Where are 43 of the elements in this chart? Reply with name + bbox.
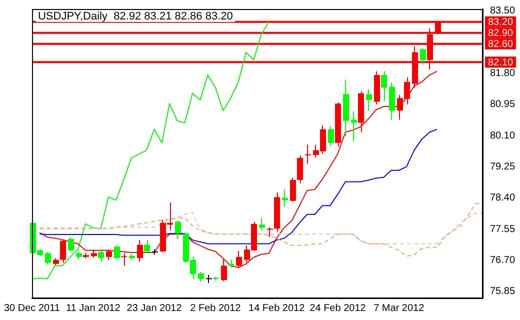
x-tick-label: 2 Feb 2012	[190, 302, 242, 314]
candlestick	[420, 48, 426, 66]
candlestick	[381, 70, 387, 102]
candlestick	[259, 218, 265, 232]
candlestick	[297, 155, 303, 184]
ref-line-label: 82.10	[488, 57, 514, 68]
candlestick	[137, 240, 143, 262]
ref-line-label: 83.20	[488, 17, 514, 28]
candlestick	[328, 126, 334, 146]
candlestick	[98, 250, 104, 262]
candlestick	[144, 240, 150, 254]
candlestick	[114, 245, 120, 260]
y-tick-label: 75.85	[490, 286, 516, 298]
candlestick	[198, 271, 204, 282]
candlestick	[282, 188, 288, 208]
y-tick-label: 80.95	[490, 99, 516, 110]
y-tick-label: 83.50	[490, 6, 516, 17]
candlestick	[267, 226, 273, 238]
candlestick	[175, 220, 181, 240]
ref-line-label: 82.90	[488, 28, 514, 40]
y-tick-label: 78.40	[490, 192, 516, 204]
candlestick	[389, 82, 395, 120]
y-tick-label: 77.55	[490, 224, 516, 235]
chart-title: USDJPY,Daily 82.92 83.21 82.86 83.20	[38, 10, 233, 23]
x-tick-label: 7 Mar 2012	[374, 302, 425, 314]
x-tick-label: 30 Dec 2011	[4, 302, 60, 314]
candlestick	[366, 88, 372, 112]
line-series	[39, 212, 484, 244]
candlestick	[305, 144, 311, 164]
x-tick-label: 23 Jan 2012	[126, 302, 182, 314]
x-tick-label: 11 Jan 2012	[66, 302, 121, 314]
x-tick-label: 14 Feb 2012	[248, 302, 306, 314]
candlestick	[68, 236, 74, 252]
y-tick-label: 76.70	[490, 254, 516, 266]
y-tick-label: 80.10	[490, 130, 516, 142]
y-tick-label: 81.80	[490, 68, 516, 79]
candlestick	[45, 252, 51, 266]
ref-line-label: 82.60	[488, 39, 514, 50]
x-tick-label: 24 Feb 2012	[310, 302, 366, 314]
candlestick	[290, 177, 296, 202]
y-tick-label: 79.25	[490, 161, 516, 172]
candlestick	[106, 249, 112, 261]
candlestick	[60, 240, 66, 264]
